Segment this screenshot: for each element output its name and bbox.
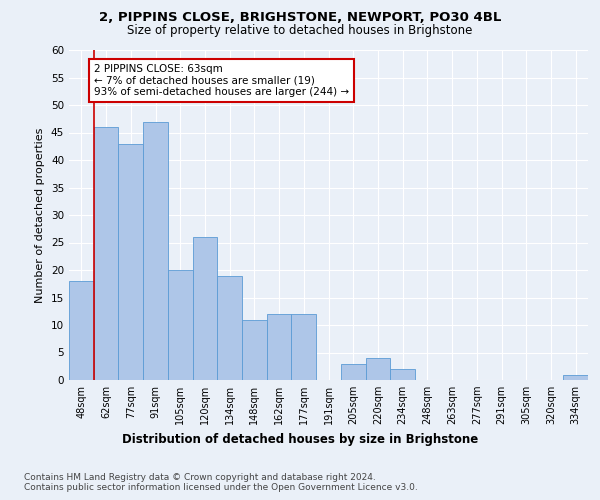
Bar: [365, 358, 390, 380]
Bar: [118, 144, 143, 380]
Text: 2, PIPPINS CLOSE, BRIGHSTONE, NEWPORT, PO30 4BL: 2, PIPPINS CLOSE, BRIGHSTONE, NEWPORT, P…: [99, 11, 501, 24]
Text: Distribution of detached houses by size in Brighstone: Distribution of detached houses by size …: [122, 432, 478, 446]
Bar: [292, 314, 316, 380]
Bar: [267, 314, 292, 380]
Y-axis label: Number of detached properties: Number of detached properties: [35, 128, 46, 302]
Bar: [242, 320, 267, 380]
Text: Size of property relative to detached houses in Brighstone: Size of property relative to detached ho…: [127, 24, 473, 37]
Bar: [143, 122, 168, 380]
Bar: [390, 369, 415, 380]
Bar: [341, 364, 365, 380]
Bar: [94, 127, 118, 380]
Bar: [69, 281, 94, 380]
Text: 2 PIPPINS CLOSE: 63sqm
← 7% of detached houses are smaller (19)
93% of semi-deta: 2 PIPPINS CLOSE: 63sqm ← 7% of detached …: [94, 64, 349, 97]
Bar: [217, 276, 242, 380]
Text: Contains HM Land Registry data © Crown copyright and database right 2024.: Contains HM Land Registry data © Crown c…: [24, 472, 376, 482]
Bar: [168, 270, 193, 380]
Bar: [563, 374, 588, 380]
Bar: [193, 237, 217, 380]
Text: Contains public sector information licensed under the Open Government Licence v3: Contains public sector information licen…: [24, 484, 418, 492]
